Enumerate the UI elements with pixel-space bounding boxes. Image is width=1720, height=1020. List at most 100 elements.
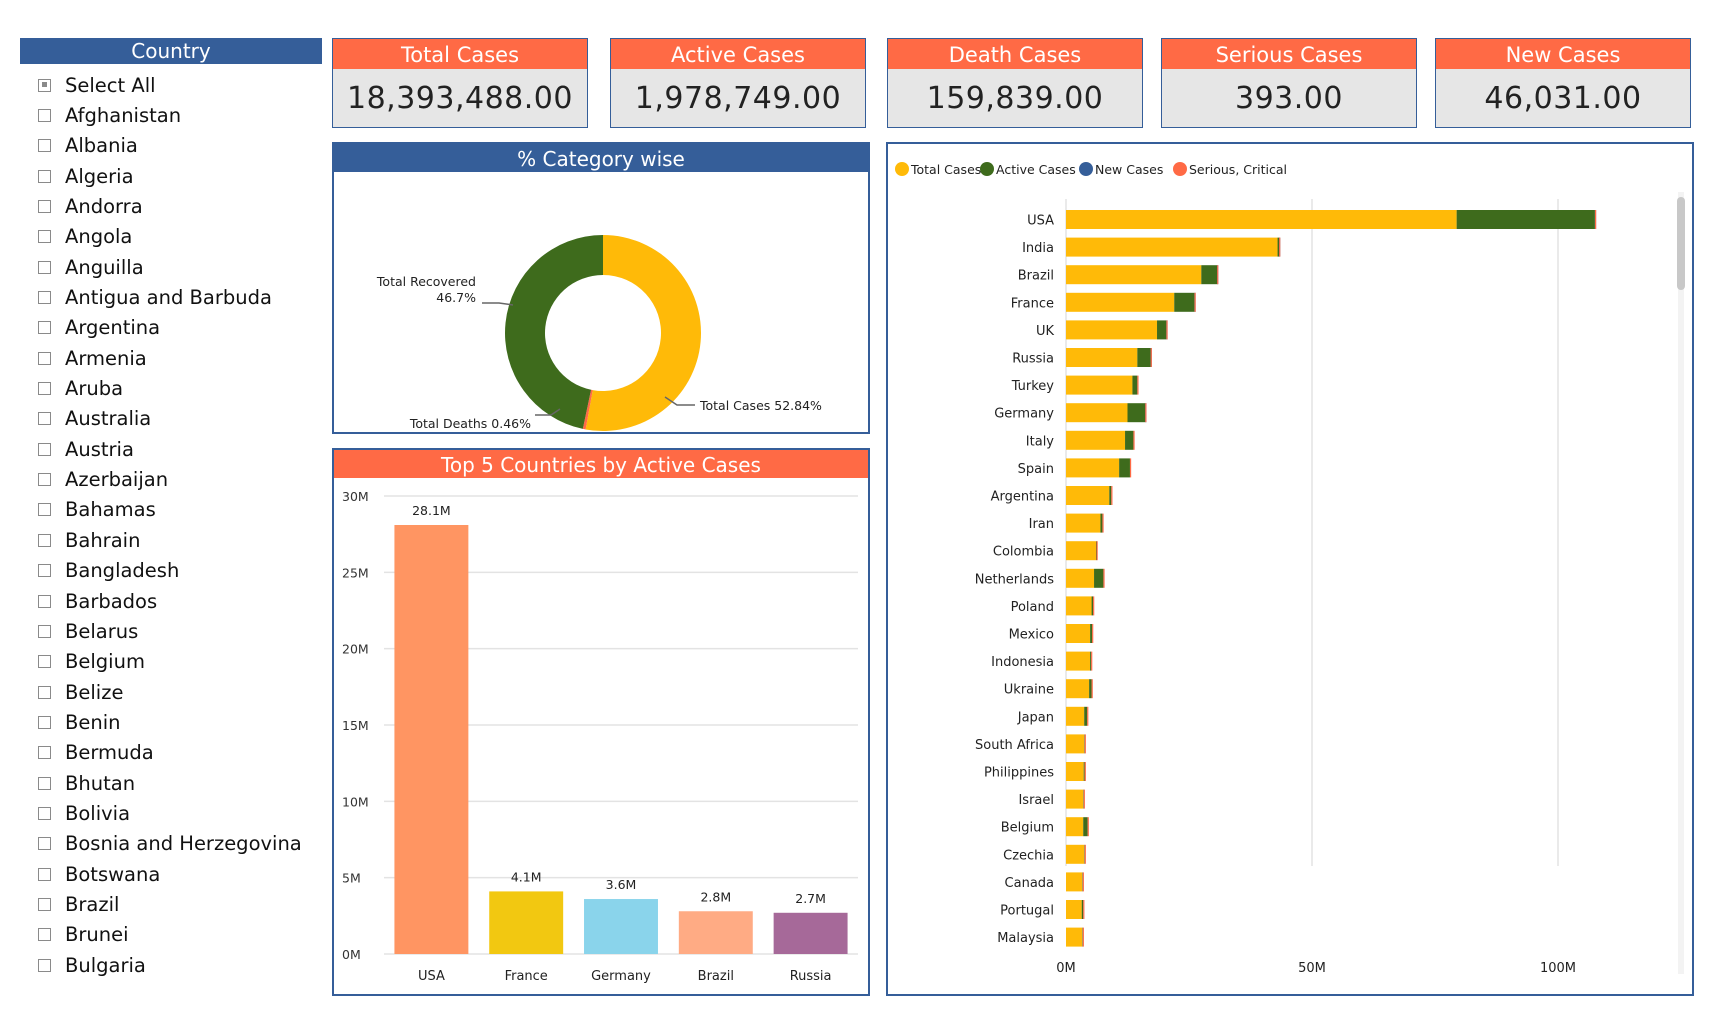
slicer-item-bhutan[interactable]: Bhutan [20,768,322,798]
bar-segment-netherlands-active-cases[interactable] [1094,568,1104,588]
bar-segment-brazil-total-cases[interactable] [1066,265,1202,285]
bar-usa[interactable] [394,525,469,954]
bar-segment-uk-active-cases[interactable] [1157,320,1167,340]
donut-slice-total-recovered[interactable] [505,234,603,429]
slicer-item-select-all[interactable]: Select All [20,70,322,100]
bar-segment-india-active-cases[interactable] [1277,237,1280,257]
slicer-item-bangladesh[interactable]: Bangladesh [20,556,322,586]
bar-segment-israel-serious-critical[interactable] [1083,789,1085,809]
checkbox[interactable] [38,230,51,244]
bar-segment-russia-active-cases[interactable] [1137,348,1151,367]
bar-segment-ukraine-serious-critical[interactable] [1091,679,1093,699]
bar-segment-italy-serious-critical[interactable] [1133,430,1135,450]
bar-segment-philippines-serious-critical[interactable] [1084,762,1086,781]
bar-segment-belgium-serious-critical[interactable] [1087,817,1089,837]
bar-segment-germany-serious-critical[interactable] [1145,403,1147,423]
bar-segment-iran-total-cases[interactable] [1066,513,1101,533]
bar-segment-usa-serious-critical[interactable] [1594,210,1597,229]
bar-france[interactable] [489,891,564,954]
bar-germany[interactable] [584,899,658,954]
slicer-item-azerbaijan[interactable]: Azerbaijan [20,464,322,494]
bar-segment-indonesia-active-cases[interactable] [1090,651,1092,671]
slicer-item-australia[interactable]: Australia [20,404,322,434]
bar-segment-malaysia-total-cases[interactable] [1066,927,1083,947]
checkbox[interactable] [38,624,51,638]
bar-segment-poland-total-cases[interactable] [1066,596,1092,616]
bar-segment-belgium-active-cases[interactable] [1083,817,1088,837]
slicer-item-anguilla[interactable]: Anguilla [20,252,322,282]
checkbox[interactable] [38,806,51,820]
bar-segment-colombia-serious-critical[interactable] [1096,541,1098,561]
slicer-item-brazil[interactable]: Brazil [20,889,322,919]
checkbox[interactable] [38,533,51,547]
bar-segment-uk-total-cases[interactable] [1066,320,1158,340]
checkbox[interactable] [38,897,51,911]
slicer-item-belarus[interactable]: Belarus [20,616,322,646]
bar-segment-france-serious-critical[interactable] [1194,292,1196,312]
bar-segment-south-africa-total-cases[interactable] [1066,734,1085,754]
bar-segment-mexico-serious-critical[interactable] [1092,624,1094,643]
checkbox[interactable] [38,655,51,669]
bar-segment-japan-total-cases[interactable] [1066,706,1085,726]
bar-segment-indonesia-total-cases[interactable] [1066,651,1091,671]
bar-segment-turkey-serious-critical[interactable] [1137,375,1139,395]
slicer-item-afghanistan[interactable]: Afghanistan [20,100,322,130]
bar-segment-malaysia-serious-critical[interactable] [1082,927,1084,947]
bar-brazil[interactable] [678,911,753,954]
checkbox[interactable] [38,503,51,517]
checkbox[interactable] [38,382,51,396]
slicer-item-algeria[interactable]: Algeria [20,161,322,191]
slicer-item-bahrain[interactable]: Bahrain [20,525,322,555]
bar-segment-argentina-serious-critical[interactable] [1111,486,1113,505]
slicer-item-barbados[interactable]: Barbados [20,586,322,616]
slicer-item-bulgaria[interactable]: Bulgaria [20,950,322,980]
bar-segment-spain-active-cases[interactable] [1119,458,1130,478]
bar-segment-canada-serious-critical[interactable] [1082,872,1084,892]
select-all-checkbox[interactable] [38,78,51,92]
slicer-item-bahamas[interactable]: Bahamas [20,495,322,525]
checkbox[interactable] [38,200,51,214]
checkbox[interactable] [38,169,51,183]
checkbox[interactable] [38,351,51,365]
bar-segment-netherlands-serious-critical[interactable] [1103,568,1105,588]
slicer-item-austria[interactable]: Austria [20,434,322,464]
scrollbar-track[interactable] [1678,192,1684,974]
slicer-item-belgium[interactable]: Belgium [20,647,322,677]
bar-segment-indonesia-serious-critical[interactable] [1091,651,1093,671]
slicer-item-bolivia[interactable]: Bolivia [20,798,322,828]
bar-segment-turkey-active-cases[interactable] [1132,375,1138,395]
slicer-item-botswana[interactable]: Botswana [20,859,322,889]
bar-segment-iran-active-cases[interactable] [1100,513,1103,533]
bar-segment-colombia-total-cases[interactable] [1066,541,1097,561]
slicer-item-argentina[interactable]: Argentina [20,313,322,343]
bar-segment-philippines-total-cases[interactable] [1066,762,1084,781]
bar-segment-india-serious-critical[interactable] [1279,237,1281,257]
bar-segment-japan-serious-critical[interactable] [1087,706,1089,726]
scrollbar-thumb[interactable] [1677,197,1685,290]
checkbox[interactable] [38,928,51,942]
bar-segment-germany-active-cases[interactable] [1127,403,1146,423]
slicer-item-brunei[interactable]: Brunei [20,920,322,950]
bar-segment-brazil-serious-critical[interactable] [1217,265,1219,285]
bar-segment-philippines-active-cases[interactable] [1083,762,1085,781]
checkbox[interactable] [38,291,51,305]
bar-segment-japan-active-cases[interactable] [1084,706,1088,726]
checkbox[interactable] [38,564,51,578]
bar-segment-russia-serious-critical[interactable] [1150,348,1152,367]
bar-segment-mexico-total-cases[interactable] [1066,624,1091,643]
bar-segment-poland-serious-critical[interactable] [1093,596,1095,616]
bar-segment-brazil-active-cases[interactable] [1201,265,1218,285]
bar-segment-mexico-active-cases[interactable] [1090,624,1093,643]
bar-segment-turkey-total-cases[interactable] [1066,375,1133,395]
checkbox[interactable] [38,685,51,699]
slicer-item-aruba[interactable]: Aruba [20,373,322,403]
bar-segment-ukraine-active-cases[interactable] [1089,679,1092,699]
checkbox[interactable] [38,594,51,608]
bar-segment-belgium-total-cases[interactable] [1066,817,1084,837]
bar-segment-iran-serious-critical[interactable] [1102,513,1104,533]
bar-segment-portugal-total-cases[interactable] [1066,900,1082,919]
slicer-item-albania[interactable]: Albania [20,131,322,161]
bar-segment-france-active-cases[interactable] [1174,292,1195,312]
bar-segment-israel-total-cases[interactable] [1066,789,1084,809]
bar-russia[interactable] [773,912,848,954]
